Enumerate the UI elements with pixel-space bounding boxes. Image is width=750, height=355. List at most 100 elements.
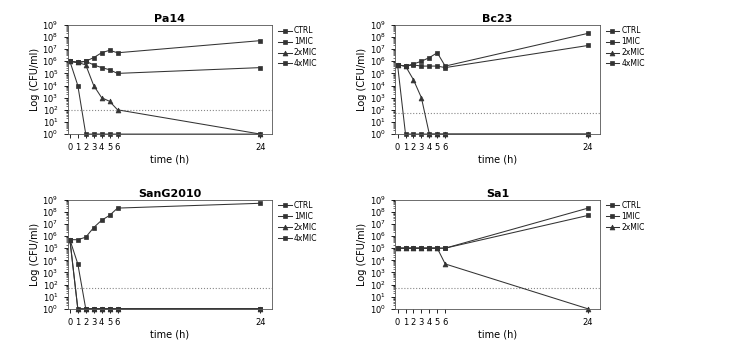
4xMIC — [113, 307, 122, 311]
Legend: CTRL, 1MIC, 2xMIC, 4xMIC: CTRL, 1MIC, 2xMIC, 4xMIC — [277, 200, 319, 244]
4xMIC — [98, 132, 106, 136]
2xMIC — [417, 95, 426, 100]
CTRL — [65, 59, 74, 64]
CTRL — [89, 55, 98, 60]
4xMIC — [401, 132, 410, 136]
2xMIC — [424, 246, 433, 250]
2xMIC — [105, 99, 114, 103]
Legend: CTRL, 1MIC, 2xMIC, 4xMIC: CTRL, 1MIC, 2xMIC, 4xMIC — [604, 25, 646, 70]
4xMIC — [81, 307, 90, 311]
4xMIC — [113, 132, 122, 136]
1MIC — [98, 65, 106, 70]
CTRL — [256, 201, 265, 206]
1MIC — [584, 43, 592, 48]
2xMIC — [113, 307, 122, 311]
Y-axis label: Log (CFU/ml): Log (CFU/ml) — [29, 223, 40, 286]
4xMIC — [81, 132, 90, 136]
Line: 4xMIC: 4xMIC — [68, 237, 262, 311]
4xMIC — [65, 237, 74, 242]
1MIC — [393, 63, 402, 67]
1MIC — [105, 67, 114, 72]
1MIC — [256, 65, 265, 70]
1MIC — [256, 307, 265, 311]
1MIC — [401, 246, 410, 250]
1MIC — [81, 307, 90, 311]
2xMIC — [98, 307, 106, 311]
4xMIC — [433, 132, 442, 136]
4xMIC — [105, 307, 114, 311]
Line: 2xMIC: 2xMIC — [68, 59, 262, 137]
Line: CTRL: CTRL — [68, 38, 262, 65]
1MIC — [65, 59, 74, 64]
CTRL — [65, 237, 74, 242]
2xMIC — [113, 108, 122, 112]
4xMIC — [424, 132, 433, 136]
2xMIC — [256, 307, 265, 311]
Line: 1MIC: 1MIC — [68, 237, 262, 311]
CTRL — [417, 246, 426, 250]
CTRL — [74, 237, 82, 242]
1MIC — [393, 246, 402, 250]
2xMIC — [81, 63, 90, 67]
X-axis label: time (h): time (h) — [478, 155, 518, 165]
4xMIC — [89, 307, 98, 311]
CTRL — [113, 206, 122, 210]
4xMIC — [393, 63, 402, 67]
Line: 1MIC: 1MIC — [68, 59, 262, 76]
1MIC — [65, 237, 74, 242]
2xMIC — [105, 307, 114, 311]
1MIC — [89, 307, 98, 311]
1MIC — [424, 64, 433, 68]
1MIC — [74, 262, 82, 266]
Y-axis label: Log (CFU/ml): Log (CFU/ml) — [357, 223, 368, 286]
CTRL — [424, 55, 433, 60]
2xMIC — [584, 132, 592, 136]
2xMIC — [81, 307, 90, 311]
1MIC — [74, 60, 82, 65]
1MIC — [81, 59, 90, 64]
4xMIC — [98, 307, 106, 311]
Line: 1MIC: 1MIC — [395, 213, 590, 251]
2xMIC — [401, 246, 410, 250]
1MIC — [584, 213, 592, 218]
Title: Sa1: Sa1 — [486, 189, 509, 199]
1MIC — [433, 64, 442, 68]
CTRL — [441, 64, 450, 68]
CTRL — [433, 246, 442, 250]
CTRL — [256, 38, 265, 43]
Line: 4xMIC: 4xMIC — [395, 62, 590, 137]
Title: Pa14: Pa14 — [154, 14, 185, 24]
1MIC — [417, 246, 426, 250]
2xMIC — [74, 60, 82, 65]
CTRL — [81, 59, 90, 64]
4xMIC — [256, 132, 265, 136]
2xMIC — [98, 95, 106, 100]
4xMIC — [89, 132, 98, 136]
2xMIC — [409, 246, 418, 250]
2xMIC — [409, 78, 418, 82]
CTRL — [409, 62, 418, 66]
CTRL — [584, 206, 592, 210]
CTRL — [81, 235, 90, 239]
1MIC — [98, 307, 106, 311]
1MIC — [417, 64, 426, 68]
4xMIC — [74, 307, 82, 311]
Line: CTRL: CTRL — [395, 206, 590, 251]
CTRL — [424, 246, 433, 250]
CTRL — [401, 64, 410, 68]
1MIC — [105, 307, 114, 311]
CTRL — [98, 218, 106, 222]
2xMIC — [65, 237, 74, 242]
X-axis label: time (h): time (h) — [478, 330, 518, 340]
Line: CTRL: CTRL — [68, 201, 262, 242]
CTRL — [105, 213, 114, 218]
2xMIC — [433, 132, 442, 136]
X-axis label: time (h): time (h) — [150, 155, 190, 165]
2xMIC — [65, 59, 74, 64]
Title: Bc23: Bc23 — [482, 14, 513, 24]
1MIC — [409, 246, 418, 250]
CTRL — [433, 51, 442, 55]
4xMIC — [74, 83, 82, 88]
Line: 2xMIC: 2xMIC — [68, 237, 262, 311]
Line: 4xMIC: 4xMIC — [68, 59, 262, 137]
